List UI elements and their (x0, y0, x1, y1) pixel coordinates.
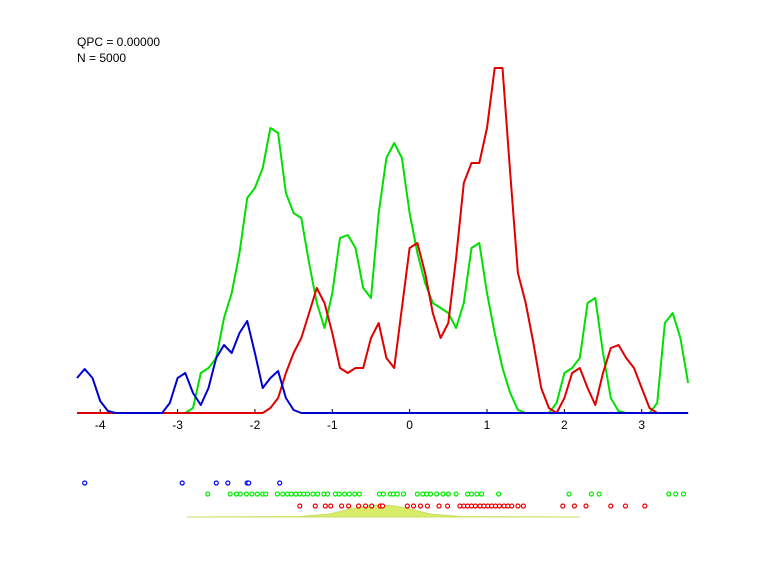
sample-point (356, 491, 362, 497)
sample-point (566, 491, 572, 497)
sample-point (346, 491, 352, 497)
x-tick-label: -2 (250, 418, 261, 432)
sample-point (515, 503, 521, 509)
sample-point (243, 491, 250, 497)
sample-point (274, 491, 280, 497)
sample-point (355, 503, 362, 509)
sample-point (596, 491, 602, 497)
sample-point (322, 503, 328, 509)
sample-point (342, 491, 348, 497)
sample-point (436, 503, 442, 509)
sample-point (560, 503, 566, 509)
sample-point (427, 491, 434, 497)
sample-point (277, 480, 283, 486)
sample-point (205, 491, 211, 497)
x-tick-label: -1 (327, 418, 338, 432)
sample-point (453, 491, 459, 497)
sample-point (328, 503, 334, 509)
sample-point (571, 503, 578, 509)
sample-point (362, 503, 369, 509)
sample-point (474, 491, 480, 497)
x-tick-label: -4 (95, 418, 106, 432)
x-tick-label: 2 (561, 418, 568, 432)
sample-point (297, 503, 303, 509)
sample-point (379, 503, 386, 509)
x-tick-label: -3 (172, 418, 183, 432)
sample-point (227, 491, 233, 497)
sample-point (680, 491, 687, 497)
sample-point (608, 503, 614, 509)
sample-point (424, 503, 431, 509)
sample-point (325, 491, 331, 497)
sample-point (369, 503, 375, 509)
sample-point (478, 491, 485, 497)
sample-point (583, 503, 589, 509)
sample-point (304, 491, 311, 497)
kernel-bump (186, 504, 581, 518)
sample-point (249, 491, 255, 497)
sample-point (380, 491, 386, 497)
sample-point (496, 503, 502, 509)
sample-point (82, 480, 88, 486)
sample-point (394, 491, 400, 497)
sample-point (468, 491, 475, 497)
sample-point (622, 503, 629, 509)
sample-point (288, 491, 294, 497)
sample-point (642, 503, 648, 509)
x-tick-label: 1 (484, 418, 491, 432)
sample-point (246, 480, 252, 486)
density-line (76, 320, 689, 414)
sample-point (310, 491, 316, 497)
sample-point (588, 491, 595, 497)
sample-point (472, 503, 478, 509)
sample-point (444, 503, 451, 509)
sample-point (445, 491, 451, 497)
sample-point (440, 491, 446, 497)
sample-point (414, 491, 420, 497)
sample-point (179, 480, 185, 486)
annotation: N = 5000 (77, 51, 126, 65)
sample-point (213, 480, 219, 486)
sample-point (410, 503, 417, 509)
sample-point (280, 491, 286, 497)
sample-point (338, 503, 345, 509)
density-line (77, 127, 690, 414)
sample-point (673, 491, 679, 497)
sample-point (666, 491, 672, 497)
sample-point (254, 491, 260, 497)
sample-point (434, 491, 440, 497)
sample-point (404, 503, 410, 509)
sample-point (312, 503, 318, 509)
x-tick-label: 0 (406, 418, 413, 432)
sample-point (314, 491, 321, 497)
sample-point (509, 503, 515, 509)
sample-point (496, 491, 502, 497)
sample-point (520, 503, 526, 509)
sample-point (263, 491, 269, 497)
sample-point (345, 503, 352, 509)
sample-point (417, 503, 424, 509)
density-line (77, 67, 689, 414)
sample-point (352, 491, 358, 497)
sample-point (336, 491, 342, 497)
sample-point (400, 491, 407, 497)
sample-point (225, 480, 231, 486)
x-tick-label: 3 (638, 418, 645, 432)
sample-point (237, 491, 243, 497)
annotation: QPC = 0.00000 (77, 35, 160, 49)
